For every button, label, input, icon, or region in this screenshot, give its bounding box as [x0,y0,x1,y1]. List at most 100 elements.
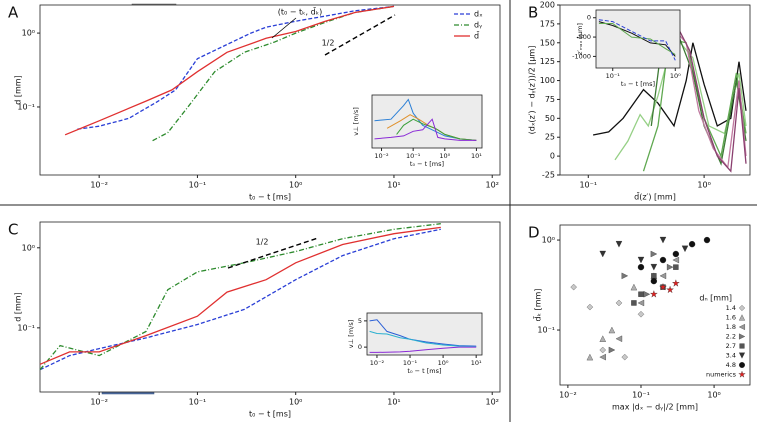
scatter-point [570,283,577,291]
x-axis-label: d̄(z′) [mm] [634,191,676,201]
y-tick-label: 0 [550,152,555,161]
series-line [592,42,747,136]
series-line [369,346,477,353]
scatter-point [672,256,680,264]
scatter-point [621,272,629,280]
y-tick-label: 75 [545,95,555,104]
x-tick-label: 10⁻¹ [606,72,621,80]
legend-label: 1.6 [726,314,736,322]
series-line [39,223,441,371]
x-tick-label: 10⁻¹ [632,391,650,400]
y-tick-label: 10⁻¹ [537,326,555,335]
scatter-point [615,335,623,342]
plot-area [39,221,501,393]
scatter-point [666,285,674,294]
y-tick-label: 100 [540,76,555,85]
scatter-point [586,303,594,311]
panel-letter: B [528,4,538,22]
scatter-point [650,278,658,285]
scatter-point [681,245,689,253]
annotation: (t₀ − tₖ, d̄ₖ) [278,6,323,16]
x-tick-label: 10² [486,181,499,190]
y-tick-label: 25 [545,133,555,142]
scatter-point [666,263,674,271]
x-tick-label: 10⁻² [90,398,108,407]
scatter-point [637,310,645,318]
scatter-point [637,264,645,271]
legend-label: dᵧ [474,21,482,30]
y-tick-label: 10⁰ [542,236,555,245]
plot-area [595,9,681,69]
y-axis-label: d [mm] [14,75,23,104]
x-tick-label: 10¹ [387,181,400,190]
y-axis-label: v⊥ [m/s] [352,107,360,136]
scatter-point [637,299,645,307]
scatter-point [621,353,628,361]
y-tick-label: -500 [576,33,591,41]
legend-marker [738,323,745,331]
y-axis-label: z′ₘₐₓ [μm] [576,23,584,55]
scatter-point [599,346,606,354]
x-tick-label: 10⁰ [438,359,449,367]
legend-label: d̄ [474,30,480,40]
scatter-point [586,353,594,361]
scatter-point [659,256,667,264]
x-tick-label: 10⁻¹ [406,152,421,160]
series-line [39,226,441,365]
x-tick-label: 10¹ [471,152,482,160]
y-tick-label: 10⁰ [22,243,35,252]
scatter-point [643,290,651,298]
annotation-arrow [271,17,297,39]
inset: 10⁻² 10⁻¹ 10⁰ 10¹ t₀ − t [ms] v⊥ [m/s] [352,94,483,168]
x-axis-label: max |dₓ − dᵧ|/2 [mm] [612,403,698,412]
scatter-point [671,279,680,287]
series-line [374,118,477,141]
y-tick-label: 10⁻¹ [17,323,35,332]
scatter-point [599,335,607,342]
y-tick-label: -1000 [572,52,591,60]
x-tick-label: 10⁰ [697,181,710,190]
legend-marker [738,352,746,359]
y-axis-label: d [mm] [14,292,23,321]
x-tick-label: 10⁻² [90,181,108,190]
x-tick-label: 10⁰ [707,391,720,400]
legend-label: 2.2 [726,333,736,341]
panel: 10⁻² 10⁻¹ 10⁰ 10⁻¹ 10⁰ max |dₓ − dᵧ|/2 [mm] d̄… [528,224,751,412]
x-tick-label: 10⁰ [670,72,681,80]
scatter-point [615,299,623,307]
y-tick-label: 125 [540,57,555,66]
y-axis-label: v⊥ [m/s] [347,320,355,349]
legend-marker [739,343,745,349]
legend-marker [739,333,746,340]
scatter-point [638,291,644,297]
legend-title: dₙ [mm] [699,294,732,303]
series-line [396,118,477,141]
scatter-point [599,353,606,361]
series-line [39,228,441,371]
scatter-point [651,273,657,279]
x-axis-label: t₀ − t [ms] [249,410,291,419]
y-axis-label: d̄ₖ [mm] [532,289,542,322]
inset: 10⁻² 10⁻¹ 10⁰ 10¹ 0 5 t₀ − t [ms] v⊥ [m/s] [347,312,483,375]
panel-letter: C [8,221,18,239]
x-tick-label: 10⁻¹ [579,181,597,190]
scatter-point [608,346,616,354]
series-line [598,23,676,55]
series-line [369,330,477,348]
scatter-point [631,300,637,306]
scatter-point [673,264,679,270]
x-tick-label: 10⁰ [439,152,450,160]
scatter-point [672,250,680,258]
x-tick-label: 10⁰ [289,398,302,407]
x-axis-label: t₀ − t [ms] [621,80,655,88]
slope-guide [324,14,396,56]
scatter-point [649,290,658,298]
x-axis-label: t₀ − t [ms] [407,367,441,375]
legend-marker [738,304,746,312]
y-tick-label: 0 [358,343,362,351]
x-tick-label: 10² [486,398,499,407]
y-tick-label: 150 [540,38,555,47]
x-tick-label: 10⁻¹ [403,359,418,367]
annotation: 1/2 [322,39,335,48]
